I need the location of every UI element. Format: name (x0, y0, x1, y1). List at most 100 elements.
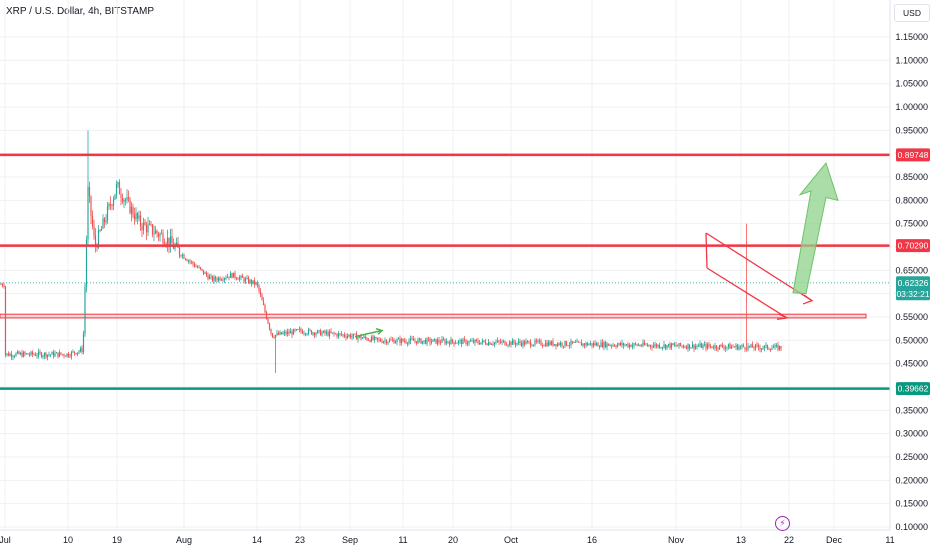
candle-body (267, 318, 269, 324)
candle-body (52, 352, 55, 357)
channel-left-line (705, 232, 708, 269)
candle-body (664, 344, 667, 349)
candle-body (22, 352, 25, 357)
candle-body (301, 331, 304, 334)
candle-body (748, 345, 751, 347)
candle-body (481, 340, 484, 343)
candle-body (88, 186, 91, 197)
mini-trend-line (354, 329, 383, 338)
candle-body (372, 336, 374, 340)
currency-button[interactable]: USD (894, 4, 930, 22)
candle-body (499, 341, 502, 343)
candle-body (220, 279, 223, 281)
time-tick-label: 23 (295, 535, 305, 545)
candle-body (217, 277, 220, 281)
candle-body (741, 345, 743, 347)
candle-body (202, 269, 205, 274)
candle-body (762, 348, 764, 349)
candle-body (669, 343, 671, 348)
candle-body (283, 331, 286, 334)
candle-body (187, 260, 190, 262)
candle-body (60, 352, 62, 355)
candle-body (753, 347, 755, 349)
candle-body (408, 341, 410, 344)
candle-body (528, 341, 530, 343)
time-tick-label: 20 (448, 535, 458, 545)
candle-body (688, 344, 691, 349)
candle-body (535, 340, 538, 342)
grid-lines (0, 0, 891, 530)
candle-body (271, 333, 274, 338)
candle-body (310, 330, 313, 335)
price-tick-label: 0.10000 (895, 522, 928, 532)
price-tick-label: 0.20000 (895, 475, 928, 485)
lightning-icon[interactable]: ⚡ (775, 516, 790, 531)
candle-body (162, 233, 164, 244)
price-tick-label: 1.00000 (895, 102, 928, 112)
candle-body (456, 342, 458, 344)
candle-body (321, 332, 323, 336)
candle-body (105, 220, 107, 223)
candle-body (514, 342, 517, 345)
price-tick-label: 0.35000 (895, 405, 928, 415)
candle-body (186, 259, 188, 262)
candle-body (313, 332, 316, 336)
candle-body (148, 223, 151, 225)
time-tick-label: 11 (398, 535, 407, 545)
candle-body (276, 332, 278, 336)
candle-body (415, 341, 418, 344)
candle-body (289, 331, 292, 334)
candle-body (736, 345, 739, 350)
candle-body (703, 344, 706, 346)
candle-body (174, 245, 176, 249)
candle-body (429, 338, 431, 343)
candle-body (142, 222, 145, 231)
candle-body (57, 352, 59, 357)
candle-body (777, 344, 779, 350)
candle-body (612, 345, 614, 346)
candle-body (12, 356, 14, 358)
candle-body (427, 338, 430, 340)
candle-body (661, 347, 664, 348)
candle-body (129, 198, 131, 214)
candle-body (210, 276, 212, 278)
candle-body (211, 276, 214, 282)
candle-body (667, 343, 670, 346)
candle-body (495, 341, 497, 343)
candle-body (189, 260, 191, 262)
candle-body (300, 329, 302, 332)
candle-body (82, 333, 85, 353)
candle-body (75, 353, 77, 355)
candle-body (388, 339, 391, 342)
time-axis[interactable]: Jul 10 19 Aug 14 23 Sep 11 20 Oct 16 Nov 13 22 Dec 11 (0, 535, 895, 545)
candle-body (67, 353, 70, 357)
candle-body (363, 336, 365, 338)
last-price-value: 0.62326 (898, 278, 929, 288)
candle-body (532, 344, 535, 346)
candle-body (747, 345, 749, 350)
candle-body (234, 272, 236, 278)
candle-body (640, 345, 643, 347)
candle-body (4, 286, 7, 355)
candle-body (111, 205, 113, 207)
candle-body (457, 340, 460, 343)
candle-body (619, 343, 622, 346)
candle-body (268, 323, 271, 329)
candle-body (462, 339, 464, 345)
candle-body (193, 264, 196, 267)
price-tick-label: 0.30000 (895, 429, 928, 439)
candle-body (24, 352, 26, 354)
candle-body (751, 344, 754, 348)
candle-body (694, 346, 697, 349)
candle-body (70, 351, 73, 357)
candle-body (381, 341, 383, 343)
candle-body (330, 331, 332, 333)
candle-body (294, 329, 296, 331)
candle-body (175, 242, 178, 246)
level-tag-label: 0.39662 (898, 384, 929, 394)
candle-body (487, 342, 490, 346)
time-tick-label: 11 (885, 535, 894, 545)
candle-body (340, 333, 343, 335)
